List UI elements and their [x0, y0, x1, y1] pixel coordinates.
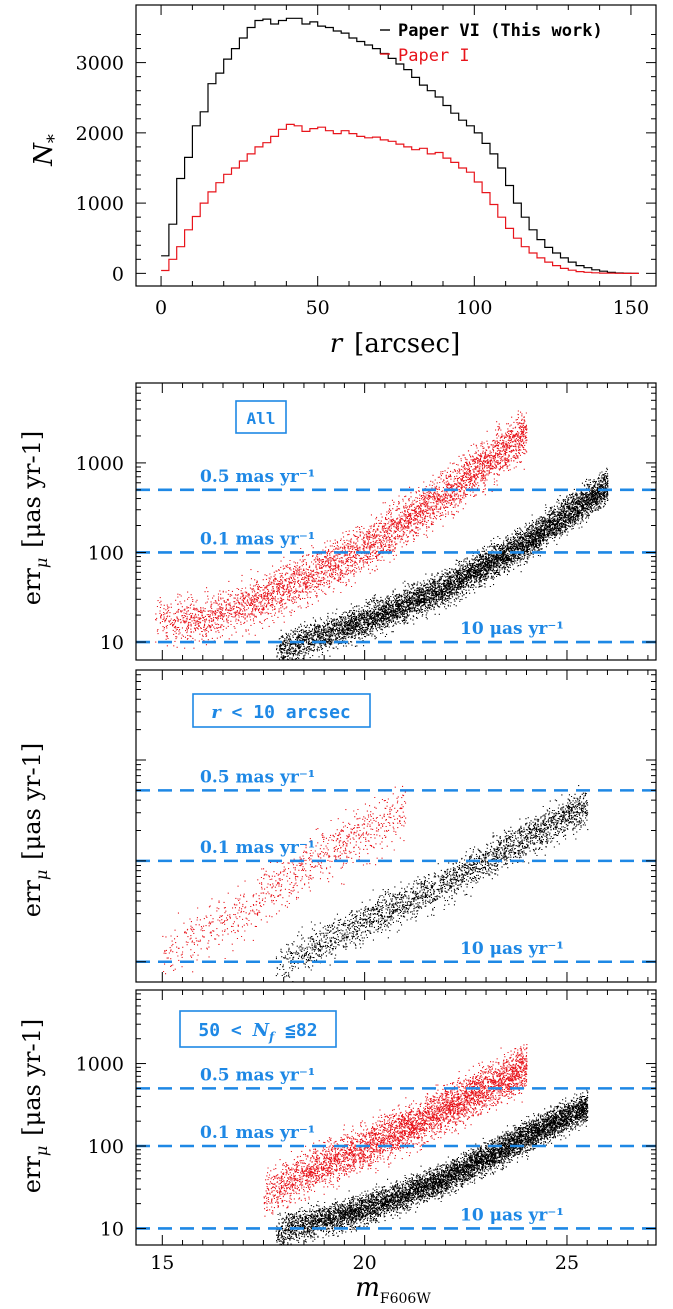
panel-inner-guides: 0.5 mas yr⁻¹ 0.1 mas yr⁻¹ 10 μas yr⁻¹: [136, 767, 656, 964]
histogram-marks: [161, 17, 639, 274]
panel-ytick-label: 100: [88, 1136, 124, 1158]
panel-nf-xlabel: mF606W: [355, 1273, 431, 1307]
histogram-xtick-label: 50: [306, 297, 330, 319]
panel-0-points-series-0: [276, 467, 609, 661]
panel-1-points-series-1: [162, 785, 407, 975]
panel-inner-label-rest: < 10 arcsec: [221, 702, 351, 723]
panel-all-label-box: [235, 400, 287, 434]
panel-nf: 0.5 mas yr⁻¹0.1 mas yr⁻¹10 μas yr⁻¹ 1010…: [18, 989, 657, 1307]
histogram-frame: [135, 4, 657, 287]
panel-nf-ylabel: errμ [μas yr-1]: [18, 1019, 51, 1194]
panel-nf-label-box: [179, 1010, 337, 1048]
panel-nf-label: 50 < Nf ≦82: [198, 1020, 317, 1044]
panel-0-points-series-1: [155, 410, 528, 649]
panel-nf-axes: 10 100 1000 15 20 25: [76, 989, 657, 1274]
panel-all-ylabel-sub: μ: [32, 558, 51, 568]
panel-all-ylabel: errμ [μas yr-1]: [18, 431, 51, 606]
histogram-xlabel-unit: [arcsec]: [354, 329, 460, 359]
panel-1-points-series-0: [275, 785, 589, 983]
panel-all-ylabel-unit: [μas yr-1]: [18, 431, 46, 548]
guide-label-1: 0.1 mas yr⁻¹: [200, 1123, 315, 1143]
histogram-ytick-label: 3000: [76, 53, 124, 75]
histogram-axes: 0 50 100 150 0 1000 2000 3000: [76, 4, 657, 319]
histogram-ytick-label: 2000: [76, 123, 124, 145]
guide-label-2: 10 μas yr⁻¹: [460, 939, 564, 959]
legend-label-paper-i: Paper I: [398, 46, 470, 66]
panel-inner: 0.5 mas yr⁻¹ 0.1 mas yr⁻¹ 10 μas yr⁻¹ r < …: [18, 669, 657, 983]
panel-ytick-label: 1000: [76, 1054, 124, 1076]
histogram-xtick-label: 100: [456, 297, 492, 319]
panel-inner-axes: [135, 669, 657, 983]
histogram-xtick-label: 150: [613, 297, 649, 319]
panel-frame: [135, 382, 657, 661]
guide-label-1: 0.1 mas yr⁻¹: [200, 838, 315, 858]
panel-all-axes: 10 100 1000: [76, 382, 657, 661]
legend: Paper VI (This work) Paper I: [380, 21, 603, 66]
histogram-series-0: [161, 17, 639, 274]
histogram-ytick-label: 0: [112, 263, 124, 285]
guide-label-2: 10 μas yr⁻¹: [460, 619, 564, 639]
histogram-series-1: [161, 123, 639, 274]
panel-ytick-label: 10: [100, 1218, 124, 1240]
panel-nf-label-sub: f: [268, 1030, 276, 1044]
panel-frame: [135, 989, 657, 1246]
panel-frame: [135, 669, 657, 983]
panel-nf-label-pre: 50 <: [198, 1020, 252, 1041]
panel-all-guides: 0.5 mas yr⁻¹ 0.1 mas yr⁻¹ 10 μas yr⁻¹: [136, 467, 656, 644]
guide-label-2: 10 μas yr⁻¹: [460, 1205, 564, 1225]
panel-ytick-label: 10: [100, 632, 124, 654]
panel-inner-label-box: [192, 693, 371, 728]
panel-2-points-series-1: [263, 1044, 528, 1217]
histogram-ylabel-main: N: [29, 142, 59, 167]
panel-all-ylabel-main: err: [18, 568, 46, 606]
histogram-xtick-label: 0: [155, 297, 167, 319]
panel-xtick-label: 20: [353, 1252, 377, 1274]
guide-label-0: 0.5 mas yr⁻¹: [200, 1065, 315, 1085]
panel-nf-guides: 0.5 mas yr⁻¹ 0.1 mas yr⁻¹ 10 μas yr⁻¹: [136, 1065, 656, 1230]
panel-all-label: All: [247, 409, 276, 428]
panel-inner-ylabel: errμ [μas yr-1]: [18, 743, 51, 918]
panel-inner-ylabel-unit: [μas yr-1]: [18, 743, 46, 860]
panel-xtick-label: 15: [150, 1252, 174, 1274]
histogram-ylabel-sub: *: [44, 134, 65, 143]
panel-inner-ylabel-main: err: [18, 880, 46, 918]
panel-all: 0.5 mas yr⁻¹0.1 mas yr⁻¹10 μas yr⁻¹ 1010…: [18, 382, 657, 661]
guide-label-1: 0.1 mas yr⁻¹: [200, 529, 315, 549]
panel-all-points: [155, 410, 609, 661]
histogram-panel: 0 50 100 150 0 1000 2000 3000 Paper VI (This wo…: [29, 4, 657, 359]
panel-inner-label-var: r: [211, 702, 222, 723]
panel-nf-xlabel-sub: F606W: [380, 1291, 431, 1307]
panel-inner-points: [162, 785, 589, 983]
panel-xtick-label: 25: [555, 1252, 579, 1274]
panel-nf-points: [263, 1044, 589, 1246]
histogram-xlabel: r [arcsec]: [330, 329, 461, 359]
panel-nf-xlabel-main: m: [355, 1273, 380, 1303]
panel-inner-label: r < 10 arcsec: [211, 702, 351, 723]
panel-nf-ylabel-main: err: [18, 1156, 46, 1194]
panel-nf-label-var: N: [252, 1020, 271, 1041]
panel-ytick-label: 1000: [76, 453, 124, 475]
panel-2-points-series-0: [275, 1088, 589, 1246]
legend-label-paper-vi: Paper VI (This work): [398, 21, 603, 41]
panel-nf-ylabel-unit: [μas yr-1]: [18, 1019, 46, 1136]
histogram-ylabel: N*: [29, 134, 65, 167]
panel-nf-ylabel-sub: μ: [32, 1146, 51, 1156]
histogram-ytick-label: 1000: [76, 193, 124, 215]
panel-inner-ylabel-sub: μ: [32, 870, 51, 880]
panel-nf-label-post: ≦82: [274, 1020, 317, 1041]
guide-label-0: 0.5 mas yr⁻¹: [200, 467, 315, 487]
histogram-xlabel-var: r: [330, 329, 344, 359]
panel-ytick-label: 100: [88, 542, 124, 564]
guide-label-0: 0.5 mas yr⁻¹: [200, 767, 315, 787]
